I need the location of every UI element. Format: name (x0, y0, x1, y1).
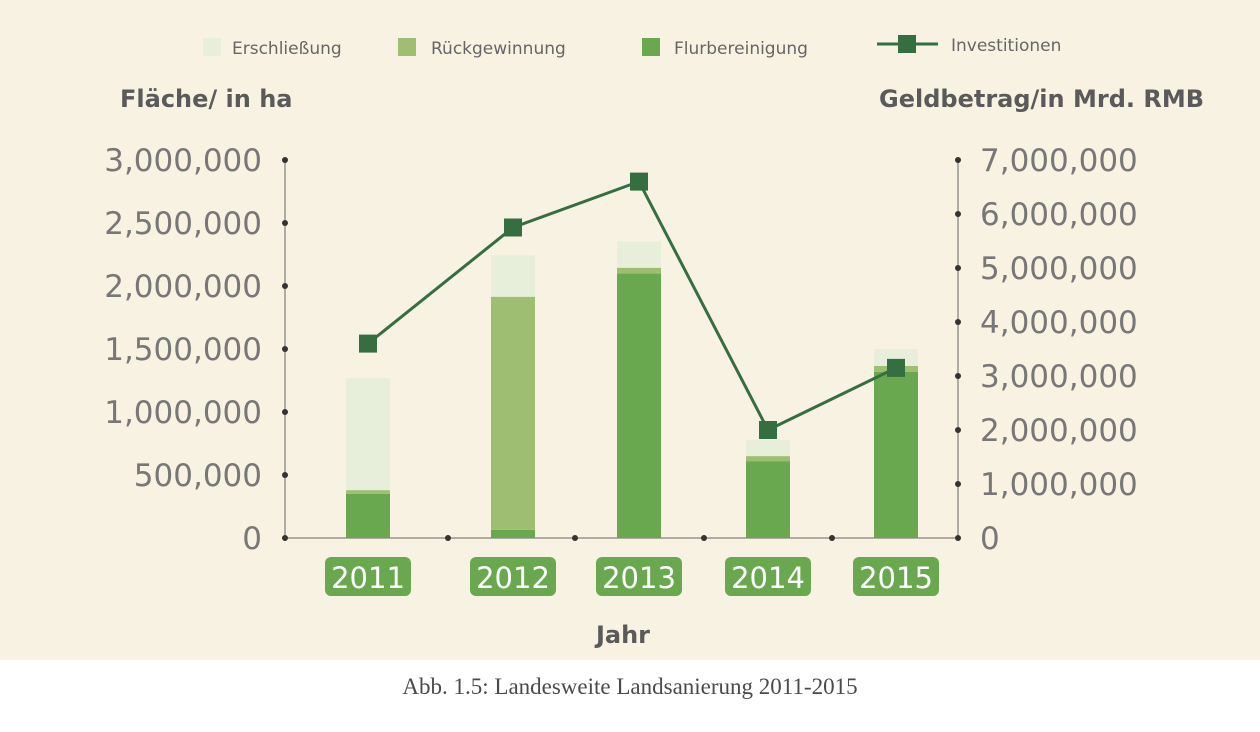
y-tick-left-dot-6 (282, 157, 288, 163)
y-tick-right-dot-3 (955, 373, 961, 379)
x-tick-dot-1 (572, 535, 578, 541)
figure-caption: Abb. 1.5: Landesweite Landsanierung 2011… (402, 674, 858, 699)
legend-swatch-1 (398, 38, 416, 56)
y-tick-left-dot-4 (282, 283, 288, 289)
bar-erschliessung-2011 (346, 377, 390, 491)
y-tick-right-dot-7 (955, 157, 961, 163)
y-tick-right-dot-1 (955, 481, 961, 487)
x-tick-badge-2013 (596, 557, 682, 596)
bar-rueckgewinnung-2013 (617, 267, 661, 274)
legend-label-2: Flurbereinigung (674, 39, 808, 59)
legend-marker-investitionen (898, 35, 916, 53)
x-tick-dot-3 (829, 535, 835, 541)
x-tick-label-2013: 2013 (602, 561, 676, 595)
x-tick-badge-2015 (853, 557, 939, 596)
y-tick-left-dot-1 (282, 472, 288, 478)
legend-label-1: Rückgewinnung (431, 39, 566, 59)
bar-rueckgewinnung-2012 (491, 296, 535, 530)
bar-erschliessung-2014 (746, 439, 790, 457)
y-tick-left-dot-3 (282, 346, 288, 352)
legend-swatch-2 (642, 38, 660, 56)
y-tick-left-2: 1,000,000 (104, 395, 262, 431)
point-investitionen-2013 (630, 172, 648, 191)
bar-flurbereinigung-2013 (617, 273, 661, 538)
bar-rueckgewinnung-2011 (346, 490, 390, 494)
y-axis-title-left: Fläche/ in ha (120, 85, 292, 113)
bar-erschliessung-2013 (617, 241, 661, 268)
y-tick-left-1: 500,000 (134, 458, 262, 494)
point-investitionen-2015 (887, 358, 905, 377)
y-tick-left-0: 0 (242, 521, 262, 557)
chart: Erschließung Rückgewinnung Flurbereinigung… (0, 0, 1260, 660)
legend-swatch-0 (203, 38, 221, 56)
y-tick-right-6: 6,000,000 (980, 197, 1138, 233)
legend-label-investitionen: Investitionen (951, 36, 1061, 56)
y-tick-right-1: 1,000,000 (980, 467, 1138, 503)
y-tick-left-6: 3,000,000 (104, 143, 262, 179)
point-investitionen-2012 (504, 218, 522, 237)
x-tick-label-2012: 2012 (476, 561, 550, 595)
bar-flurbereinigung-2014 (746, 461, 790, 538)
y-tick-right-dot-4 (955, 319, 961, 325)
bar-erschliessung-2012 (491, 255, 535, 297)
legend-label-0: Erschließung (232, 39, 342, 59)
y-tick-right-5: 5,000,000 (980, 251, 1138, 287)
x-axis-title: Jahr (594, 621, 650, 649)
y-tick-left-dot-0 (282, 535, 288, 541)
y-tick-right-3: 3,000,000 (980, 359, 1138, 395)
x-tick-badge-2014 (725, 557, 811, 596)
point-investitionen-2014 (759, 421, 777, 439)
y-tick-right-dot-2 (955, 427, 961, 433)
bar-rueckgewinnung-2014 (746, 456, 790, 462)
y-tick-left-dot-2 (282, 409, 288, 415)
y-tick-left-dot-5 (282, 220, 288, 226)
y-tick-right-2: 2,000,000 (980, 413, 1138, 449)
y-tick-right-0: 0 (980, 521, 1000, 557)
x-tick-dot-2 (701, 535, 707, 541)
bar-flurbereinigung-2011 (346, 493, 390, 538)
y-tick-right-dot-0 (955, 535, 961, 541)
x-tick-label-2014: 2014 (731, 561, 805, 595)
y-tick-right-dot-5 (955, 265, 961, 271)
bar-erschliessung-2015 (874, 349, 918, 367)
x-tick-badge-2011 (325, 557, 411, 596)
point-investitionen-2011 (359, 334, 377, 353)
y-axis-title-right: Geldbetrag/in Mrd. RMB (879, 85, 1204, 113)
bar-flurbereinigung-2012 (491, 529, 535, 538)
x-tick-badge-2012 (470, 557, 556, 596)
y-tick-right-dot-6 (955, 211, 961, 217)
x-tick-dot-0 (445, 535, 451, 541)
x-tick-label-2015: 2015 (859, 561, 933, 595)
x-tick-label-2011: 2011 (331, 561, 405, 595)
y-tick-left-4: 2,000,000 (104, 269, 262, 305)
bar-flurbereinigung-2015 (874, 371, 918, 538)
y-tick-right-4: 4,000,000 (980, 305, 1138, 341)
y-tick-left-3: 1,500,000 (104, 332, 262, 368)
y-tick-right-7: 7,000,000 (980, 143, 1138, 179)
y-tick-left-5: 2,500,000 (104, 206, 262, 242)
